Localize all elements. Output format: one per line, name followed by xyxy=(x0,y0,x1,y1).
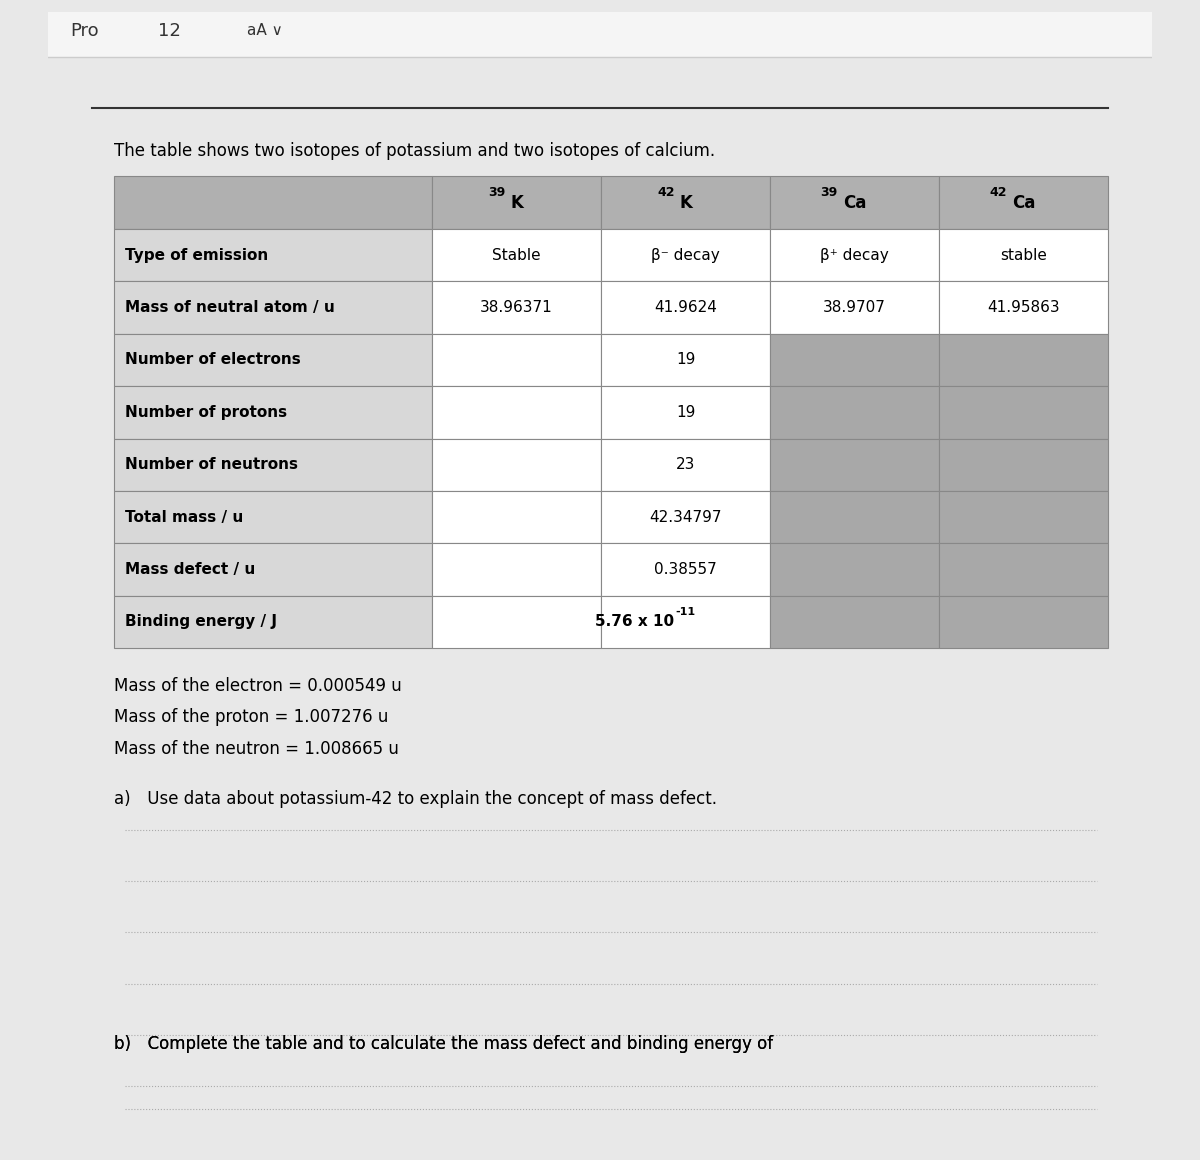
Text: β⁺ decay: β⁺ decay xyxy=(820,247,889,262)
Text: 38.9707: 38.9707 xyxy=(823,300,886,316)
Text: 42: 42 xyxy=(658,186,674,198)
Text: β⁻ decay: β⁻ decay xyxy=(652,247,720,262)
Text: K: K xyxy=(510,194,523,211)
Text: Mass of the neutron = 1.008665 u: Mass of the neutron = 1.008665 u xyxy=(114,740,400,759)
Text: Mass of neutral atom / u: Mass of neutral atom / u xyxy=(125,300,335,316)
Bar xyxy=(114,543,432,596)
Text: b) Complete the table and to calculate the mass defect and binding energy of: b) Complete the table and to calculate t… xyxy=(114,1035,779,1053)
Text: Binding energy / J: Binding energy / J xyxy=(125,615,277,630)
Bar xyxy=(938,491,1108,543)
Bar xyxy=(938,176,1108,229)
Bar xyxy=(938,543,1108,596)
Bar xyxy=(432,386,601,438)
Text: b) Complete the table and to calculate the mass defect and binding energy of: b) Complete the table and to calculate t… xyxy=(114,1035,779,1053)
Bar xyxy=(601,281,770,334)
Bar xyxy=(432,281,601,334)
Bar xyxy=(114,438,432,491)
Bar xyxy=(601,176,770,229)
Text: Stable: Stable xyxy=(492,247,541,262)
Text: Mass defect / u: Mass defect / u xyxy=(125,563,256,577)
Text: 41.9624: 41.9624 xyxy=(654,300,716,316)
Text: Pro: Pro xyxy=(70,22,98,39)
Bar xyxy=(114,229,432,281)
Bar xyxy=(114,491,432,543)
Text: 42.34797: 42.34797 xyxy=(649,509,722,524)
Text: The table shows two isotopes of potassium and two isotopes of calcium.: The table shows two isotopes of potassiu… xyxy=(114,143,715,160)
Text: 39: 39 xyxy=(488,186,505,198)
Text: 19: 19 xyxy=(676,405,695,420)
Bar xyxy=(938,229,1108,281)
Text: Ca: Ca xyxy=(1012,194,1036,211)
Text: Number of protons: Number of protons xyxy=(125,405,288,420)
Text: Number of neutrons: Number of neutrons xyxy=(125,457,299,472)
Text: 39: 39 xyxy=(821,186,838,198)
Text: 0.38557: 0.38557 xyxy=(654,563,716,577)
Bar xyxy=(432,596,601,648)
Bar xyxy=(770,438,938,491)
Bar xyxy=(770,386,938,438)
Bar xyxy=(432,491,601,543)
FancyBboxPatch shape xyxy=(48,0,1152,57)
Bar xyxy=(432,334,601,386)
Bar xyxy=(601,491,770,543)
Text: Number of electrons: Number of electrons xyxy=(125,353,301,368)
Text: Mass of the electron = 0.000549 u: Mass of the electron = 0.000549 u xyxy=(114,676,402,695)
Bar xyxy=(601,386,770,438)
Bar xyxy=(601,543,770,596)
Bar xyxy=(770,176,938,229)
Text: Mass of the proton = 1.007276 u: Mass of the proton = 1.007276 u xyxy=(114,709,389,726)
Text: K: K xyxy=(679,194,692,211)
Text: aA ∨: aA ∨ xyxy=(247,23,282,38)
Bar xyxy=(114,334,432,386)
Bar xyxy=(770,334,938,386)
Text: 41.95863: 41.95863 xyxy=(988,300,1060,316)
Bar xyxy=(432,438,601,491)
Text: 12: 12 xyxy=(158,22,181,39)
Bar xyxy=(601,229,770,281)
Text: Type of emission: Type of emission xyxy=(125,247,269,262)
Bar xyxy=(114,596,432,648)
Bar xyxy=(432,176,601,229)
Bar xyxy=(432,543,601,596)
Text: stable: stable xyxy=(1000,247,1046,262)
Text: 5.76 x 10: 5.76 x 10 xyxy=(595,615,674,630)
Text: -11: -11 xyxy=(676,607,696,616)
Text: 23: 23 xyxy=(676,457,695,472)
Bar xyxy=(770,491,938,543)
Text: 19: 19 xyxy=(676,353,695,368)
Bar xyxy=(938,281,1108,334)
Bar xyxy=(114,176,432,229)
Text: 42: 42 xyxy=(989,186,1007,198)
Bar xyxy=(770,596,938,648)
Bar xyxy=(938,334,1108,386)
Text: Ca: Ca xyxy=(842,194,866,211)
Text: a) Use data about potassium-42 to explain the concept of mass defect.: a) Use data about potassium-42 to explai… xyxy=(114,790,718,809)
Bar xyxy=(770,281,938,334)
Bar xyxy=(432,229,601,281)
Bar xyxy=(114,386,432,438)
Bar xyxy=(938,596,1108,648)
Bar xyxy=(938,386,1108,438)
Bar xyxy=(601,334,770,386)
Bar xyxy=(770,543,938,596)
Bar xyxy=(601,596,770,648)
Bar xyxy=(938,438,1108,491)
Text: 38.96371: 38.96371 xyxy=(480,300,553,316)
Bar xyxy=(114,281,432,334)
Bar xyxy=(770,229,938,281)
Text: Total mass / u: Total mass / u xyxy=(125,509,244,524)
Bar xyxy=(601,438,770,491)
